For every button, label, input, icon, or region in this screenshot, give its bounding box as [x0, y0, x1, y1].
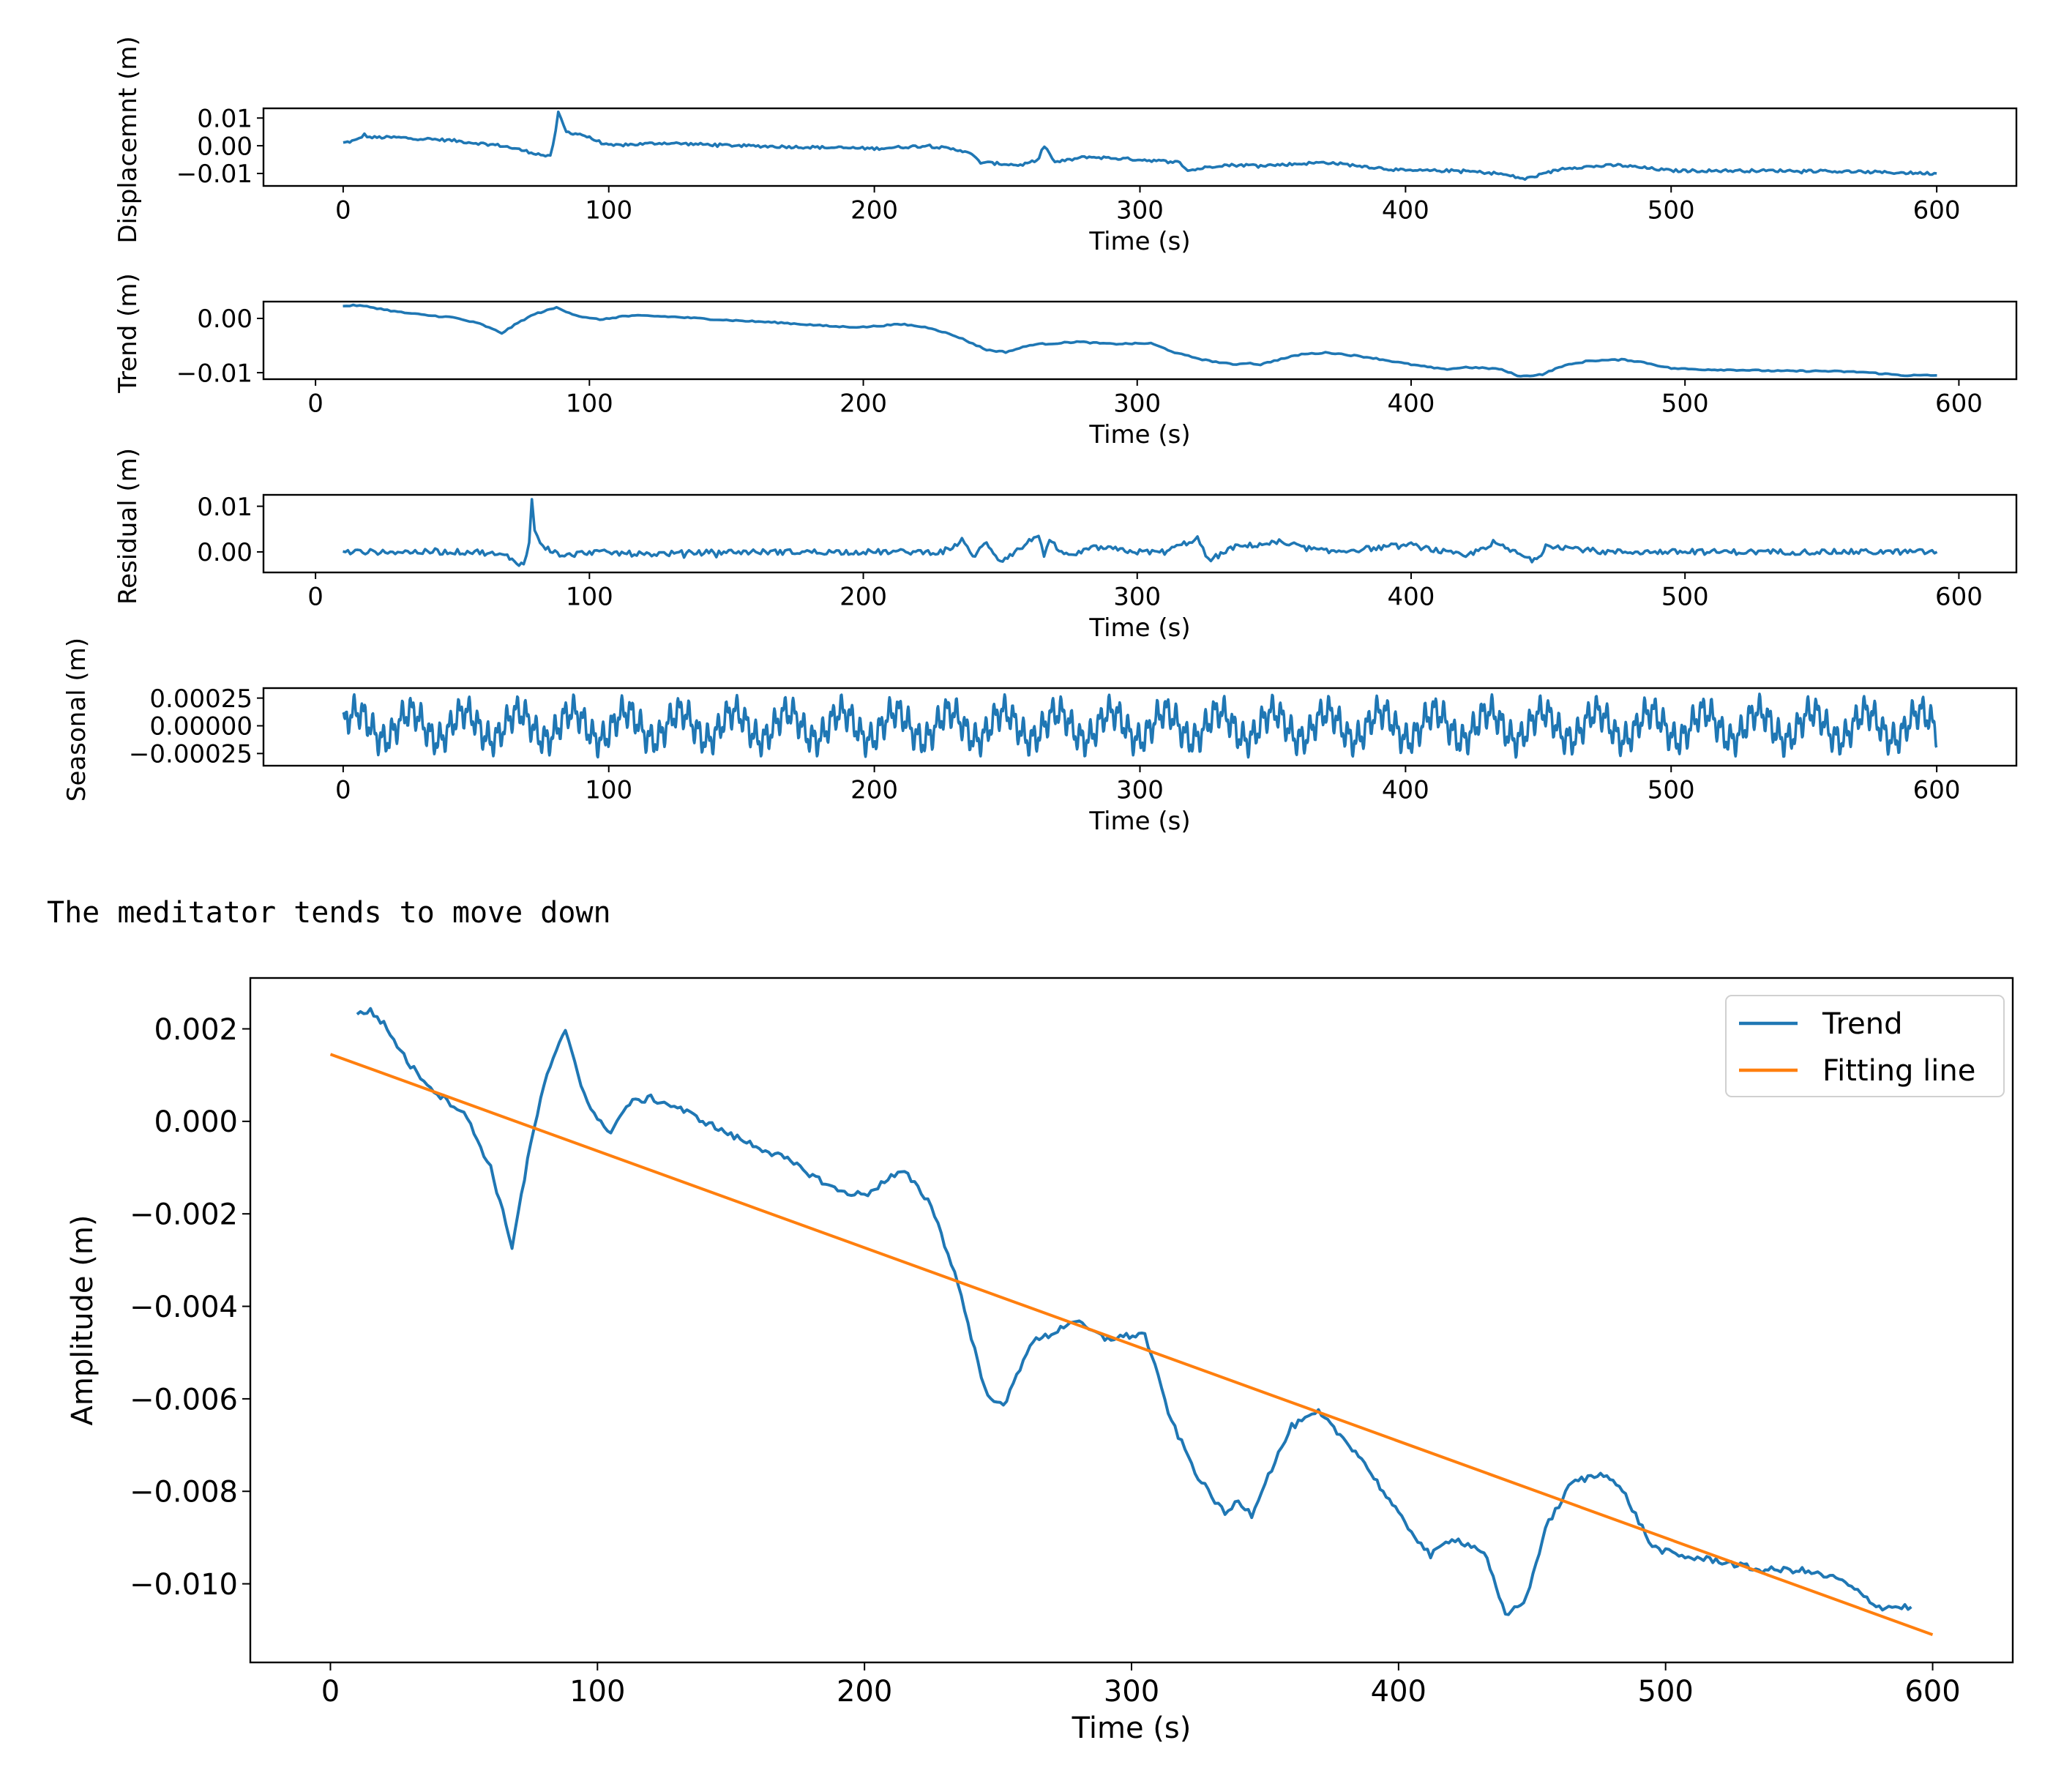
x-tick-label: 600: [1913, 196, 1961, 225]
x-tick-label: 0: [335, 776, 351, 805]
x-axis-label: Time (s): [1072, 1711, 1192, 1745]
x-tick-label: 400: [1388, 583, 1435, 612]
y-tick-label: −0.008: [130, 1476, 238, 1509]
y-axis-label: Amplitude (m): [66, 1215, 100, 1426]
y-tick-label: 0.00: [197, 305, 253, 334]
x-tick-label: 600: [1935, 389, 1983, 419]
x-tick-label: 200: [850, 196, 898, 225]
y-axis-label: Trend (m): [113, 273, 143, 394]
y-tick-label: −0.002: [130, 1198, 238, 1232]
x-tick-label: 500: [1661, 583, 1709, 612]
series-residual-line: [343, 498, 1938, 567]
x-tick-label: 100: [585, 776, 632, 805]
x-tick-label: 500: [1648, 776, 1695, 805]
x-tick-label: 600: [1913, 776, 1961, 805]
chart-displacement: 0 100 200 300 400 500 600 0.010.00−0.01 Time (s)…: [113, 36, 2018, 256]
x-tick-label: 300: [1113, 583, 1161, 612]
x-tick-label: 300: [1104, 1675, 1159, 1709]
x-tick-label: 0: [307, 583, 324, 612]
chart-fit: 0 100 200 300 400 500 600 0.002 0.000 −0.002 −0.00…: [66, 977, 2014, 1745]
y-tick-label: −0.00025: [129, 740, 253, 769]
x-tick-label: 100: [569, 1675, 625, 1709]
y-tick-label: 0.00: [197, 538, 253, 567]
series-trend-line: [343, 303, 1937, 378]
y-tick-label: 0.00000: [149, 712, 253, 742]
x-tick-label: 600: [1904, 1675, 1960, 1709]
y-tick-label: −0.01: [176, 160, 253, 189]
plot-frame: [262, 107, 2018, 187]
x-tick-label: 0: [307, 389, 324, 419]
y-tick-label: −0.004: [130, 1291, 238, 1324]
y-tick-label: 0.01: [197, 104, 253, 133]
x-tick-label: 100: [566, 389, 613, 419]
y-axis-label: Displacemnt (m): [113, 36, 143, 243]
y-tick-label: 0.01: [197, 493, 253, 522]
x-axis-label: Time (s): [1088, 420, 1190, 449]
plot-frame: [262, 493, 2018, 574]
x-axis-label: Time (s): [1088, 227, 1190, 256]
series-seasonal-line: [342, 692, 1938, 759]
x-axis-label: Time (s): [1088, 807, 1190, 836]
x-tick-label: 500: [1661, 389, 1709, 419]
x-tick-label: 300: [1113, 389, 1161, 419]
x-tick-label: 100: [566, 583, 613, 612]
x-tick-label: 200: [839, 389, 887, 419]
x-tick-label: 200: [839, 583, 887, 612]
legend-label-fitting-line: Fitting line: [1822, 1054, 1975, 1088]
y-tick-label: 0.00: [197, 132, 253, 161]
plot-frame: [262, 300, 2018, 381]
x-tick-label: 500: [1648, 196, 1695, 225]
series-trend-line: [356, 1007, 1912, 1616]
y-tick-label: 0.000: [154, 1105, 238, 1139]
y-tick-label: −0.006: [130, 1383, 238, 1416]
y-tick-label: 0.00025: [149, 684, 253, 714]
x-tick-label: 400: [1371, 1675, 1426, 1709]
x-tick-label: 200: [850, 776, 898, 805]
x-tick-label: 400: [1382, 776, 1429, 805]
x-tick-label: 400: [1388, 389, 1435, 419]
y-tick-label: −0.010: [130, 1568, 238, 1602]
x-tick-label: 600: [1935, 583, 1983, 612]
y-axis-label: Residual (m): [113, 448, 143, 605]
legend-label-trend: Trend: [1822, 1007, 1902, 1041]
series-fitting-line-line: [329, 1053, 1934, 1636]
x-tick-label: 0: [321, 1675, 340, 1709]
x-tick-label: 200: [837, 1675, 892, 1709]
y-tick-label: 0.002: [154, 1013, 238, 1047]
chart-residual: 0 100 200 300 400 500 600 0.01 0.00 Time (s) Resid…: [113, 448, 2018, 643]
y-tick-label: −0.01: [176, 359, 253, 388]
chart-trend: 0 100 200 300 400 500 600 0.00 −0.01 Time (s) Tren…: [113, 273, 2018, 449]
x-axis-label: Time (s): [1088, 613, 1190, 643]
x-tick-label: 100: [585, 196, 632, 225]
x-tick-label: 300: [1116, 776, 1164, 805]
x-tick-label: 400: [1382, 196, 1429, 225]
chart-seasonal: 0 100 200 300 400 500 600 0.000250.00000−0.0002…: [62, 638, 2018, 836]
legend: Trend Fitting line: [1725, 995, 2005, 1097]
y-axis-label: Seasonal (m): [62, 638, 91, 802]
x-tick-label: 500: [1638, 1675, 1694, 1709]
x-tick-label: 0: [335, 196, 351, 225]
x-tick-label: 300: [1116, 196, 1164, 225]
output-text: The meditator tends to move down: [47, 896, 611, 930]
series-displacement-line: [343, 111, 1937, 181]
